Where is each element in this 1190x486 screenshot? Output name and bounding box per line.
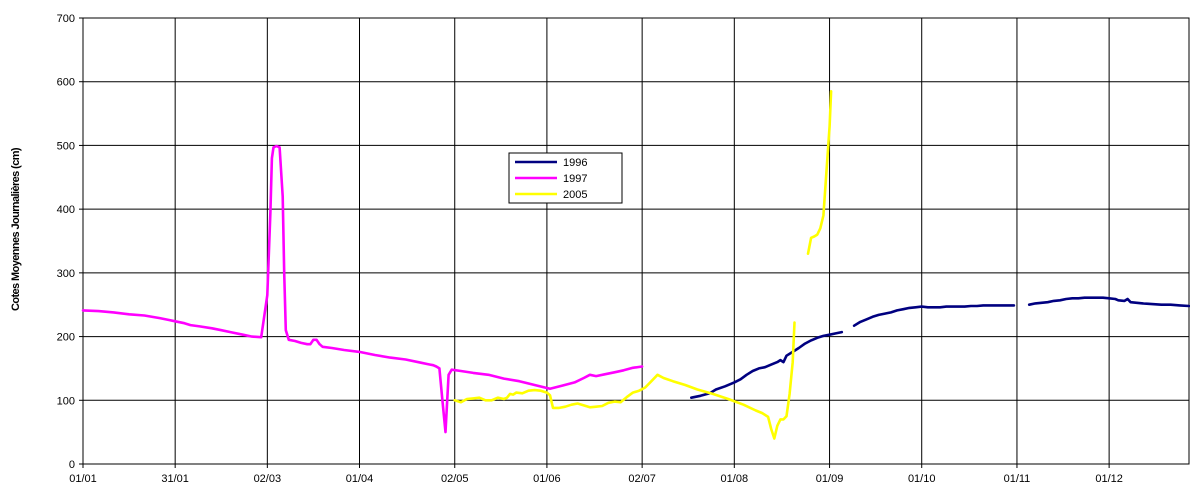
x-tick-label: 31/01	[161, 473, 189, 485]
series-line-1997	[81, 144, 644, 434]
x-tick-label: 01/09	[816, 473, 844, 485]
x-tick-label: 02/07	[628, 473, 656, 485]
x-tick-label: 01/04	[346, 473, 374, 485]
y-tick-label: 600	[57, 77, 75, 89]
legend-label: 1996	[563, 157, 587, 169]
x-tick-label: 01/01	[69, 473, 97, 485]
series-line-1996	[852, 304, 1016, 328]
y-axis-label: Cotes Moyennes Journalières (cm)	[10, 147, 22, 311]
legend: 1996 1997 2005	[508, 152, 623, 204]
x-axis-tick-labels: 01/01 31/01 02/03 01/04 02/05 01/06 02/07 01/08…	[69, 464, 1123, 485]
y-tick-label: 300	[57, 268, 75, 280]
x-tick-label: 01/11	[1004, 473, 1031, 485]
series-line-2005	[453, 321, 796, 440]
legend-label: 2005	[563, 189, 587, 201]
legend-label: 1997	[563, 173, 587, 185]
x-tick-label: 01/12	[1095, 473, 1123, 485]
series-layer	[81, 90, 1190, 440]
x-gridlines	[174, 18, 1110, 464]
x-tick-label: 01/10	[908, 473, 936, 485]
y-tick-label: 700	[57, 13, 75, 25]
series-line-1996	[1027, 296, 1190, 308]
y-tick-label: 100	[57, 395, 75, 407]
x-tick-label: 01/06	[533, 473, 561, 485]
series-line-2005	[806, 90, 833, 255]
plot-border	[82, 17, 1190, 465]
x-tick-label: 02/03	[254, 473, 282, 485]
series-1997	[81, 144, 644, 434]
y-tick-label: 200	[57, 332, 75, 344]
x-tick-label: 02/05	[441, 473, 469, 485]
plot-area	[83, 18, 1189, 464]
y-axis-tick-labels: 0 100 200 300 400 500 600 700	[57, 13, 83, 471]
series-2005	[453, 90, 833, 440]
y-tick-label: 500	[57, 140, 75, 152]
y-tick-label: 0	[69, 459, 75, 471]
series-line-1996	[689, 330, 844, 400]
x-tick-label: 01/08	[721, 473, 749, 485]
series-1996	[689, 296, 1190, 400]
y-tick-label: 400	[57, 204, 75, 216]
